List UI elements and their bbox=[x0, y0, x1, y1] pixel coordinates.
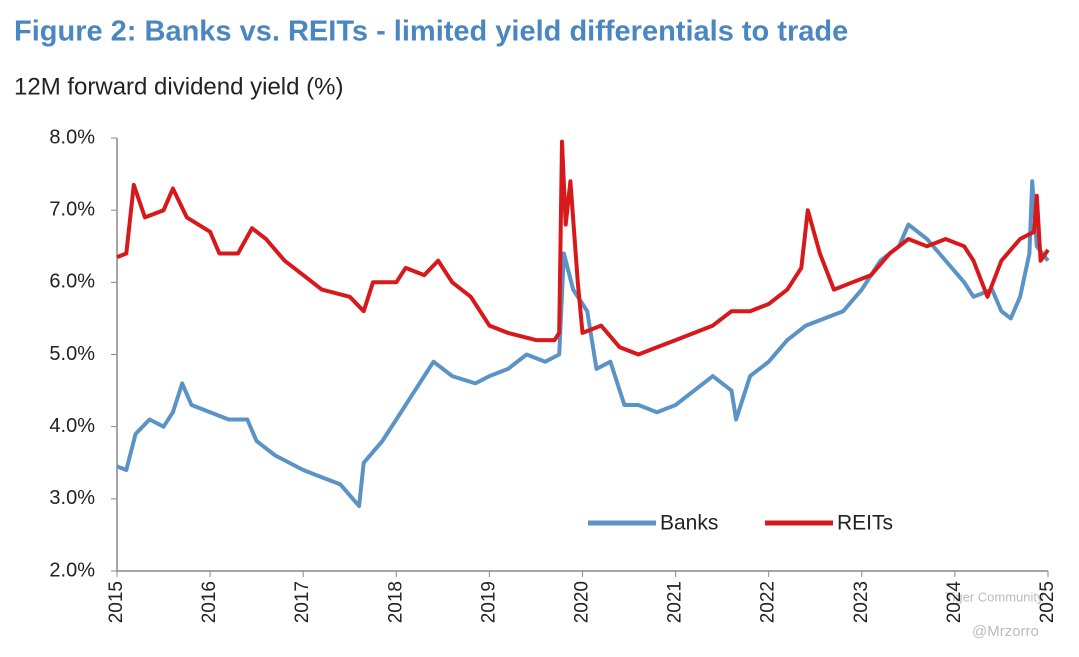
chart-title: Figure 2: Banks vs. REITs - limited yiel… bbox=[14, 16, 848, 48]
x-tick-label: 2024 bbox=[944, 581, 965, 624]
x-tick-label: 2017 bbox=[292, 581, 313, 623]
legend-label: Banks bbox=[660, 512, 718, 535]
y-tick-label: 3.0% bbox=[49, 487, 95, 509]
y-tick-label: 4.0% bbox=[49, 415, 95, 437]
x-tick-label: 2025 bbox=[1037, 581, 1058, 623]
series-line bbox=[116, 179, 1050, 509]
x-tick-label: 2015 bbox=[106, 581, 127, 623]
y-tick-label: 7.0% bbox=[49, 198, 95, 220]
y-tick-label: 6.0% bbox=[49, 271, 95, 293]
y-tick-label: 5.0% bbox=[49, 343, 95, 365]
y-tick-label: 8.0% bbox=[49, 126, 95, 148]
watermark: @Mrzorro bbox=[972, 623, 1039, 640]
y-tick-label: 2.0% bbox=[49, 559, 95, 581]
x-tick-label: 2018 bbox=[385, 581, 406, 623]
x-tick-label: 2020 bbox=[572, 581, 593, 623]
x-tick-label: 2022 bbox=[758, 581, 779, 623]
legend-label: REITs bbox=[837, 512, 893, 535]
x-tick-label: 2019 bbox=[478, 581, 499, 623]
chart-subtitle: 12M forward dividend yield (%) bbox=[14, 73, 343, 100]
series-line bbox=[116, 139, 1050, 357]
x-tick-label: 2016 bbox=[199, 581, 220, 623]
x-tick-label: 2023 bbox=[851, 581, 872, 623]
x-tick-label: 2021 bbox=[665, 581, 686, 623]
watermark: Tiger Community bbox=[945, 589, 1044, 604]
